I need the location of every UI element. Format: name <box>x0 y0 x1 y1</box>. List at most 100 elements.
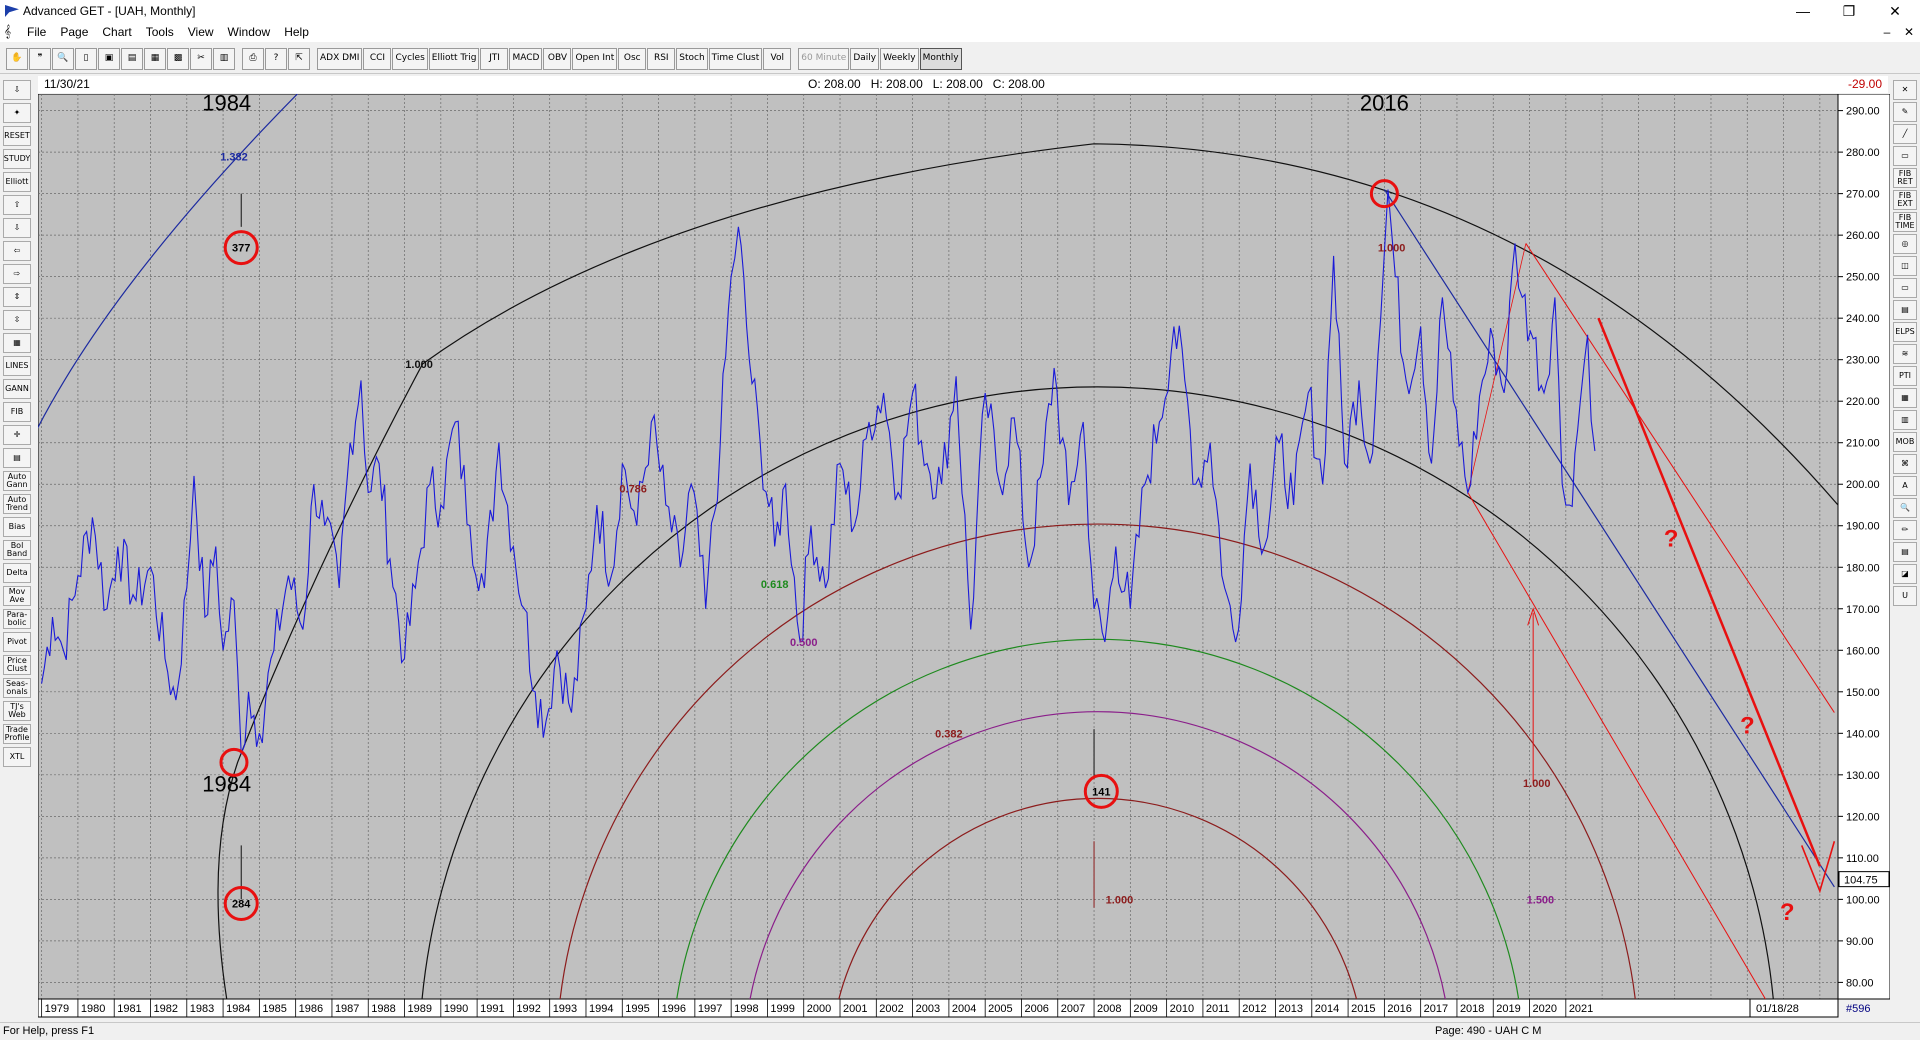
left-tool-19[interactable]: Bias <box>3 517 31 537</box>
cut-button[interactable]: ✂ <box>190 47 212 70</box>
jti-button[interactable]: JTI <box>480 47 509 70</box>
rsi-button[interactable]: RSI <box>647 47 676 70</box>
maximize-button[interactable]: ❐ <box>1842 2 1856 19</box>
hand-tool-button[interactable]: ✋ <box>6 47 28 70</box>
mdi-close-button[interactable]: ✕ <box>1903 25 1915 39</box>
right-tool-10[interactable]: ▤ <box>1893 300 1917 320</box>
elliott-trig-button[interactable]: Elliott Trig <box>428 47 480 70</box>
macd-button[interactable]: MACD <box>509 47 543 70</box>
price-chart[interactable]: 80.00 90.00 100.00 110.00 120.00 130.00 140.00… <box>37 91 1891 1019</box>
left-tool-0[interactable]: ⇩ <box>3 80 31 100</box>
obv-button[interactable]: OBV <box>543 47 572 70</box>
left-tool-2[interactable]: RESET <box>3 126 31 146</box>
right-tool-17[interactable]: ⌘ <box>1893 454 1917 474</box>
chart-area[interactable]: 80.00 90.00 100.00 110.00 120.00 130.00 140.00… <box>37 91 1891 1019</box>
left-tool-23[interactable]: Para-bolic <box>3 609 31 629</box>
right-tool-6[interactable]: FIB TIME <box>1893 212 1917 232</box>
cci-button[interactable]: CCI <box>363 47 392 70</box>
menu-tools[interactable]: Tools <box>145 25 174 39</box>
right-tool-13[interactable]: PTI <box>1893 366 1917 386</box>
close-button[interactable]: ✕ <box>1889 2 1901 19</box>
right-tool-12[interactable]: ≋ <box>1893 344 1917 364</box>
right-tool-22[interactable]: ◪ <box>1893 564 1917 584</box>
right-tool-21[interactable]: ▤ <box>1893 542 1917 562</box>
right-tool-0[interactable]: ✕ <box>1893 80 1917 100</box>
right-tool-14[interactable]: ▦ <box>1893 388 1917 408</box>
right-tool-18[interactable]: A <box>1893 476 1917 496</box>
left-tool-9[interactable]: ⇕ <box>3 287 31 307</box>
left-tool-11[interactable]: ▦ <box>3 333 31 353</box>
layout-button[interactable]: ▩ <box>167 47 189 70</box>
left-tool-14[interactable]: FIB <box>3 402 31 422</box>
help-button[interactable]: ? <box>265 47 287 70</box>
left-tool-25[interactable]: Price Clust <box>3 655 31 675</box>
y-tick-label: 140.00 <box>1846 728 1880 740</box>
document-icon[interactable]: 𝄞 <box>4 24 12 38</box>
adx-dmi-button[interactable]: ADX DMI <box>317 47 363 70</box>
right-tool-1[interactable]: ✎ <box>1893 102 1917 122</box>
left-tool-27[interactable]: TJ's Web <box>3 701 31 721</box>
left-tool-3[interactable]: STUDY <box>3 149 31 169</box>
left-tool-18[interactable]: Auto Trend <box>3 494 31 514</box>
left-tool-26[interactable]: Seas-onals <box>3 678 31 698</box>
left-tool-10[interactable]: ⇳ <box>3 310 31 330</box>
copy-button[interactable]: ▦ <box>144 47 166 70</box>
new-page-button[interactable]: ▯ <box>75 47 97 70</box>
left-tool-22[interactable]: Mov Ave <box>3 586 31 606</box>
60-minute-button[interactable]: 60 Minute <box>798 47 850 70</box>
left-tool-21[interactable]: Delta <box>3 563 31 583</box>
context-help-button[interactable]: ⇱ <box>288 47 310 70</box>
left-tool-5[interactable]: ⇧ <box>3 195 31 215</box>
right-tool-11[interactable]: ELPS <box>1893 322 1917 342</box>
quote-tool-button[interactable]: ❞ <box>29 47 51 70</box>
right-tool-2[interactable]: ╱ <box>1893 124 1917 144</box>
menu-view[interactable]: View <box>187 25 214 39</box>
stoch-button[interactable]: Stoch <box>676 47 708 70</box>
minimize-button[interactable]: — <box>1796 3 1810 19</box>
left-tool-6[interactable]: ⇩ <box>3 218 31 238</box>
left-tool-24[interactable]: Pivot <box>3 632 31 652</box>
right-tool-20[interactable]: ✏ <box>1893 520 1917 540</box>
menu-file[interactable]: File <box>27 25 47 39</box>
save-button[interactable]: ▣ <box>98 47 120 70</box>
grid-button[interactable]: ▥ <box>213 47 235 70</box>
weekly-button[interactable]: Weekly <box>880 47 919 70</box>
right-tool-7[interactable]: ◎ <box>1893 234 1917 254</box>
daily-button[interactable]: Daily <box>850 47 880 70</box>
open-int-button[interactable]: Open Int <box>572 47 618 70</box>
left-tool-20[interactable]: Bol Band <box>3 540 31 560</box>
left-tool-17[interactable]: Auto Gann <box>3 471 31 491</box>
left-tool-29[interactable]: XTL <box>3 747 31 767</box>
zoom-tool-button[interactable]: 🔍 <box>52 47 74 70</box>
left-tool-28[interactable]: Trade Profile <box>3 724 31 744</box>
print-button[interactable]: ⎙ <box>242 47 264 70</box>
cycles-button[interactable]: Cycles <box>392 47 428 70</box>
right-tool-15[interactable]: ▥ <box>1893 410 1917 430</box>
menu-page[interactable]: Page <box>60 25 89 39</box>
left-tool-4[interactable]: Elliott <box>3 172 31 192</box>
right-tool-4[interactable]: FIB RET <box>1893 168 1917 188</box>
mdi-minimize-button[interactable]: – <box>1883 25 1891 39</box>
right-tool-3[interactable]: ▭ <box>1893 146 1917 166</box>
open-button[interactable]: ▤ <box>121 47 143 70</box>
time-clust-button[interactable]: Time Clust <box>708 47 763 70</box>
left-tool-12[interactable]: LINES <box>3 356 31 376</box>
menu-window[interactable]: Window <box>227 25 271 39</box>
vol-button[interactable]: Vol <box>763 47 792 70</box>
right-tool-5[interactable]: FIB EXT <box>1893 190 1917 210</box>
right-tool-19[interactable]: 🔍 <box>1893 498 1917 518</box>
right-tool-23[interactable]: U <box>1893 586 1917 606</box>
left-tool-8[interactable]: ⇨ <box>3 264 31 284</box>
right-tool-9[interactable]: ▭ <box>1893 278 1917 298</box>
right-tool-16[interactable]: MOB <box>1893 432 1917 452</box>
left-tool-1[interactable]: ✦ <box>3 103 31 123</box>
right-tool-8[interactable]: ◫ <box>1893 256 1917 276</box>
osc-button[interactable]: Osc <box>618 47 647 70</box>
left-tool-15[interactable]: ✛ <box>3 425 31 445</box>
menu-help[interactable]: Help <box>284 25 309 39</box>
left-tool-16[interactable]: ▤ <box>3 448 31 468</box>
monthly-button[interactable]: Monthly <box>919 47 962 70</box>
menu-chart[interactable]: Chart <box>102 25 132 39</box>
left-tool-13[interactable]: GANN <box>3 379 31 399</box>
left-tool-7[interactable]: ⇦ <box>3 241 31 261</box>
